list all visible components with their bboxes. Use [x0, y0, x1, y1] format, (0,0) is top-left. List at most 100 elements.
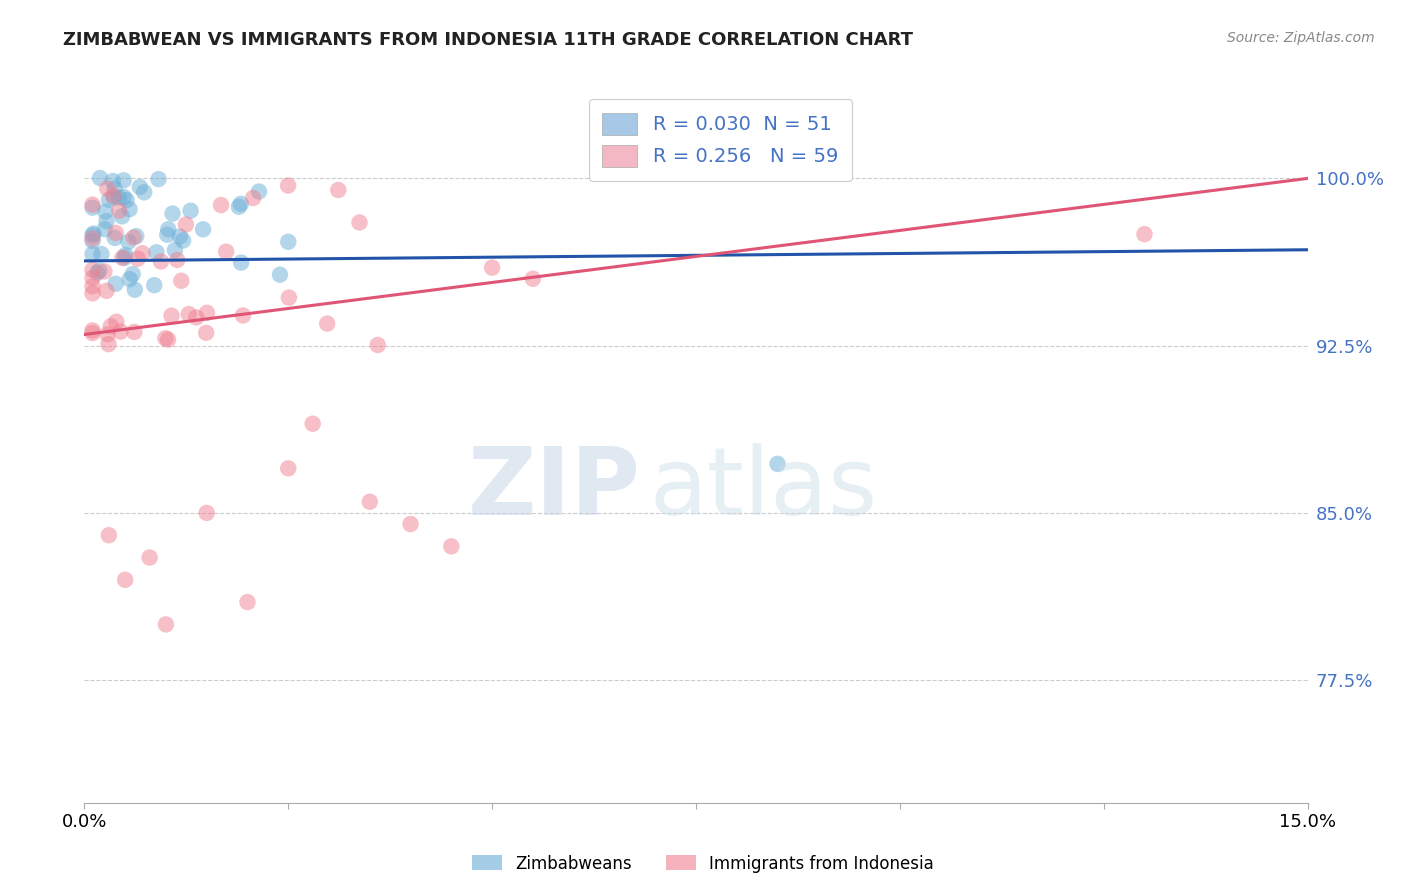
Point: [156, 227, 179, 242]
Point: [90, 247, 112, 261]
Point: [231, 255, 253, 269]
Legend: Zimbabweans, Immigrants from Indonesia: Zimbabweans, Immigrants from Indonesia: [465, 848, 941, 880]
Point: [134, 186, 156, 200]
Point: [86, 266, 108, 280]
Text: atlas: atlas: [650, 442, 877, 535]
Point: [96, 284, 118, 298]
Point: [328, 183, 350, 197]
Point: [82, 234, 104, 248]
Point: [82, 263, 104, 277]
Point: [359, 494, 381, 508]
Point: [111, 210, 134, 224]
Point: [155, 617, 177, 632]
Point: [112, 190, 135, 204]
Point: [115, 193, 138, 207]
Point: [301, 417, 323, 431]
Point: [89, 263, 111, 277]
Point: [82, 286, 104, 301]
Point: [82, 323, 104, 337]
Point: [766, 457, 789, 471]
Point: [174, 218, 197, 232]
Text: Source: ZipAtlas.com: Source: ZipAtlas.com: [1227, 31, 1375, 45]
Point: [195, 326, 218, 340]
Point: [195, 306, 218, 320]
Point: [104, 231, 127, 245]
Point: [180, 203, 202, 218]
Point: [166, 252, 188, 267]
Point: [169, 229, 191, 244]
Point: [157, 333, 180, 347]
Point: [108, 190, 131, 204]
Point: [96, 327, 118, 342]
Point: [247, 185, 270, 199]
Point: [186, 310, 208, 325]
Point: [110, 325, 132, 339]
Point: [105, 315, 128, 329]
Point: [94, 204, 117, 219]
Point: [148, 172, 170, 186]
Point: [440, 539, 463, 553]
Point: [82, 279, 104, 293]
Point: [481, 260, 503, 275]
Point: [155, 331, 177, 345]
Point: [131, 246, 153, 260]
Text: ZIMBABWEAN VS IMMIGRANTS FROM INDONESIA 11TH GRADE CORRELATION CHART: ZIMBABWEAN VS IMMIGRANTS FROM INDONESIA …: [63, 31, 914, 49]
Point: [101, 174, 124, 188]
Point: [277, 178, 299, 193]
Point: [215, 244, 238, 259]
Point: [209, 198, 232, 212]
Point: [149, 254, 172, 268]
Point: [162, 206, 184, 220]
Point: [108, 203, 131, 218]
Point: [160, 309, 183, 323]
Text: ZIP: ZIP: [468, 442, 641, 535]
Point: [118, 272, 141, 286]
Point: [82, 231, 104, 245]
Point: [96, 181, 118, 195]
Point: [157, 222, 180, 236]
Point: [277, 235, 299, 249]
Point: [127, 252, 149, 266]
Point: [104, 226, 127, 240]
Point: [143, 278, 166, 293]
Point: [367, 338, 389, 352]
Point: [100, 319, 122, 334]
Point: [138, 550, 160, 565]
Point: [228, 200, 250, 214]
Point: [195, 506, 218, 520]
Point: [103, 190, 125, 204]
Point: [125, 229, 148, 244]
Point: [522, 271, 544, 285]
Point: [114, 251, 136, 265]
Point: [124, 325, 146, 339]
Point: [82, 197, 104, 211]
Point: [104, 277, 127, 291]
Point: [97, 337, 120, 351]
Point: [122, 230, 145, 244]
Point: [163, 243, 186, 257]
Point: [170, 274, 193, 288]
Point: [124, 283, 146, 297]
Point: [145, 245, 167, 260]
Point: [118, 202, 141, 216]
Point: [97, 528, 120, 542]
Point: [277, 291, 299, 305]
Point: [349, 215, 371, 229]
Point: [121, 267, 143, 281]
Point: [114, 248, 136, 262]
Point: [117, 235, 139, 249]
Point: [316, 317, 339, 331]
Point: [191, 222, 214, 236]
Point: [83, 227, 105, 241]
Point: [172, 234, 194, 248]
Point: [114, 573, 136, 587]
Point: [97, 193, 120, 207]
Legend: R = 0.030  N = 51, R = 0.256   N = 59: R = 0.030 N = 51, R = 0.256 N = 59: [589, 99, 852, 181]
Point: [128, 180, 150, 194]
Point: [103, 188, 125, 202]
Point: [82, 326, 104, 340]
Point: [82, 247, 104, 261]
Point: [96, 214, 118, 228]
Point: [242, 191, 264, 205]
Point: [269, 268, 291, 282]
